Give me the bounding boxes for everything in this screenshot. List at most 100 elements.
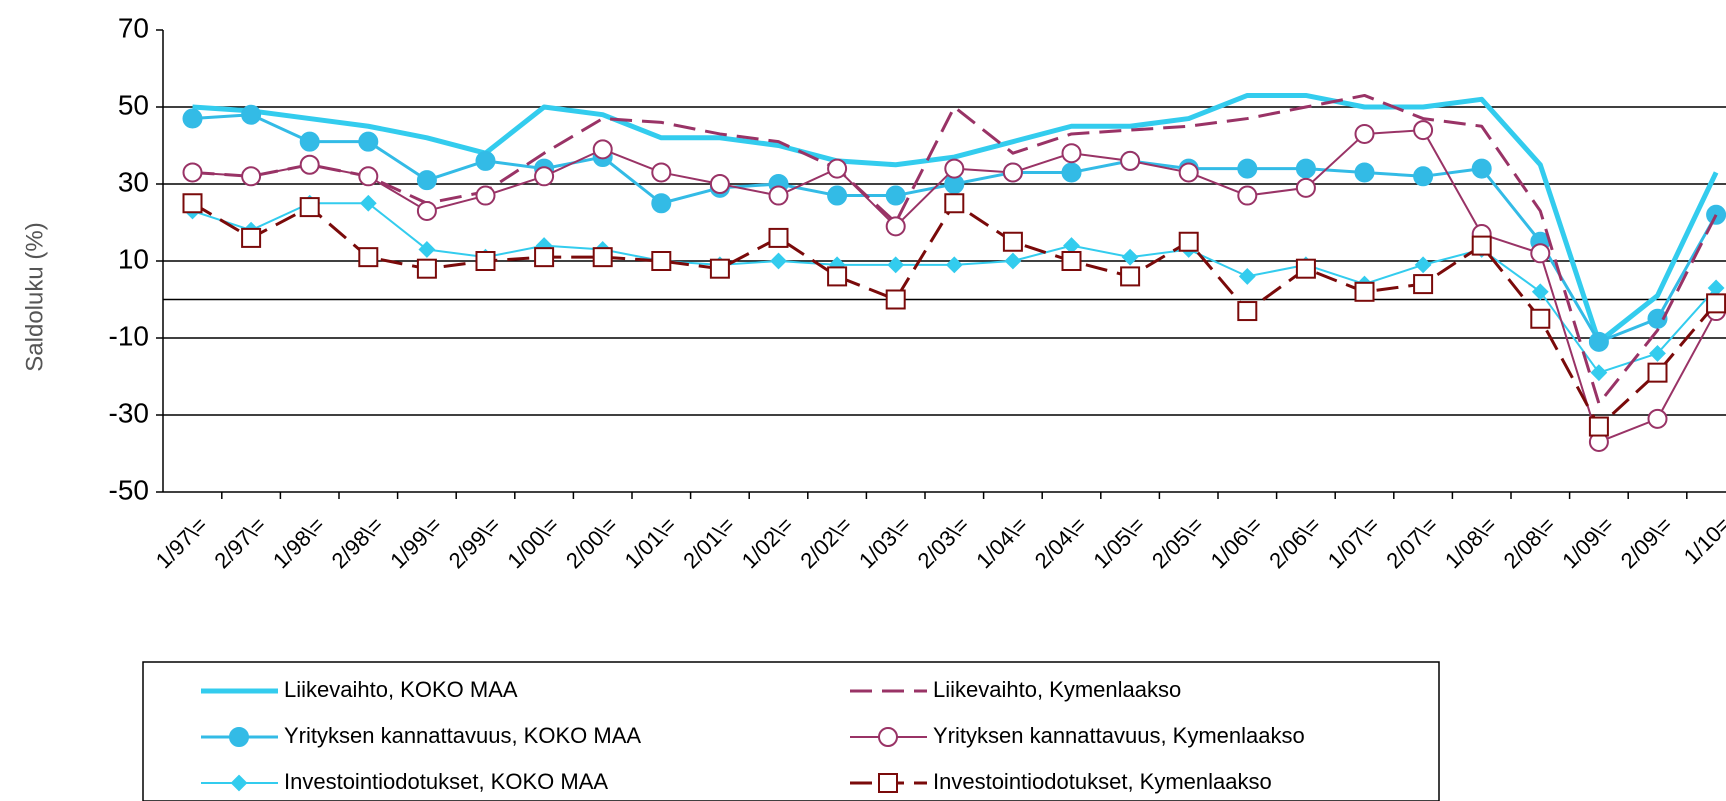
point [241,166,262,187]
point [770,252,787,270]
y-tick-label: 10 [118,243,149,274]
point [182,108,203,129]
point [358,247,379,268]
x-tick-label: 1/05\= [1088,512,1149,573]
point [359,194,377,212]
point [299,154,320,175]
series [182,193,1726,437]
point [299,131,320,152]
legend-box [142,661,1440,801]
point [1588,331,1609,352]
point [1649,344,1666,362]
series [192,93,1718,405]
point [1531,283,1549,301]
legend-label: Investointiodotukset, Kymenlaakso [933,769,1272,794]
point [827,266,848,287]
y-tick-label: -10 [109,320,149,351]
point [182,193,203,214]
point [709,174,730,194]
point [885,216,906,237]
legend-label: Liikevaihto, KOKO MAA [284,677,518,702]
point [358,166,379,187]
point [1120,150,1141,171]
series-line [192,92,1719,345]
y-tick-label: 70 [118,12,149,43]
point [416,258,437,279]
point [1295,158,1316,179]
point [1178,162,1199,183]
point [1706,293,1726,314]
point [230,774,248,792]
point [651,193,672,214]
series [182,104,1726,352]
series-line [192,93,1718,405]
y-tick-label: 30 [118,166,149,197]
point [768,227,789,248]
series [192,92,1719,345]
point [944,158,965,179]
point [416,200,437,221]
point [1295,258,1316,279]
point [1471,235,1492,256]
x-tick-label: 2/08\= [1499,512,1560,573]
point [944,193,965,214]
x-tick-label: 2/03\= [913,512,974,573]
x-tick-label: 1/03\= [854,512,915,573]
point [1002,231,1023,252]
point [1120,266,1141,287]
point [1413,274,1434,295]
point [1471,158,1492,179]
point [1413,120,1434,141]
point [1530,243,1551,264]
point [768,185,789,206]
point [1121,248,1139,266]
point [1061,162,1082,183]
series [182,120,1726,452]
x-tick-label: 1/97\= [151,512,212,573]
y-tick-label: -30 [109,397,149,428]
x-tick-label: 2/09\= [1616,512,1677,573]
x-tick-label: 2/02\= [795,512,856,573]
point [1530,308,1551,329]
point [1063,237,1080,255]
point [651,162,672,183]
x-tick-label: 2/07\= [1381,512,1442,573]
point [887,256,905,274]
point [1354,281,1375,302]
x-tick-label: 1/06\= [1206,512,1267,573]
point [534,166,555,187]
x-tick-label: 1/02\= [737,512,798,573]
x-tick-label: 2/04\= [1030,512,1091,573]
x-tick-label: 2/01\= [678,512,739,573]
point [885,185,906,206]
x-tick-label: 1/08\= [1440,512,1501,573]
x-tick-label: 2/98\= [327,512,388,573]
y-axis-title: Saldoluku (%) [21,222,48,371]
y-tick-label: 50 [118,89,149,120]
legend-label: Investointiodotukset, KOKO MAA [284,769,608,794]
point [1295,177,1316,198]
point [1002,162,1023,183]
point [878,773,898,793]
point [1238,267,1256,285]
point [534,247,555,268]
x-tick-label: 1/07\= [1323,512,1384,573]
point [592,139,613,160]
point [241,227,262,248]
point [416,170,437,191]
point [1061,143,1082,164]
point [827,185,848,206]
point [945,256,963,274]
point [182,162,203,183]
x-tick-label: 1/00\= [502,512,563,573]
point [1413,166,1434,187]
point [1354,123,1375,144]
legend-label: Liikevaihto, Kymenlaakso [933,677,1181,702]
y-tick-label: -50 [109,474,149,505]
point [592,247,613,268]
point [475,185,496,206]
point [878,727,898,747]
point [1647,408,1668,429]
